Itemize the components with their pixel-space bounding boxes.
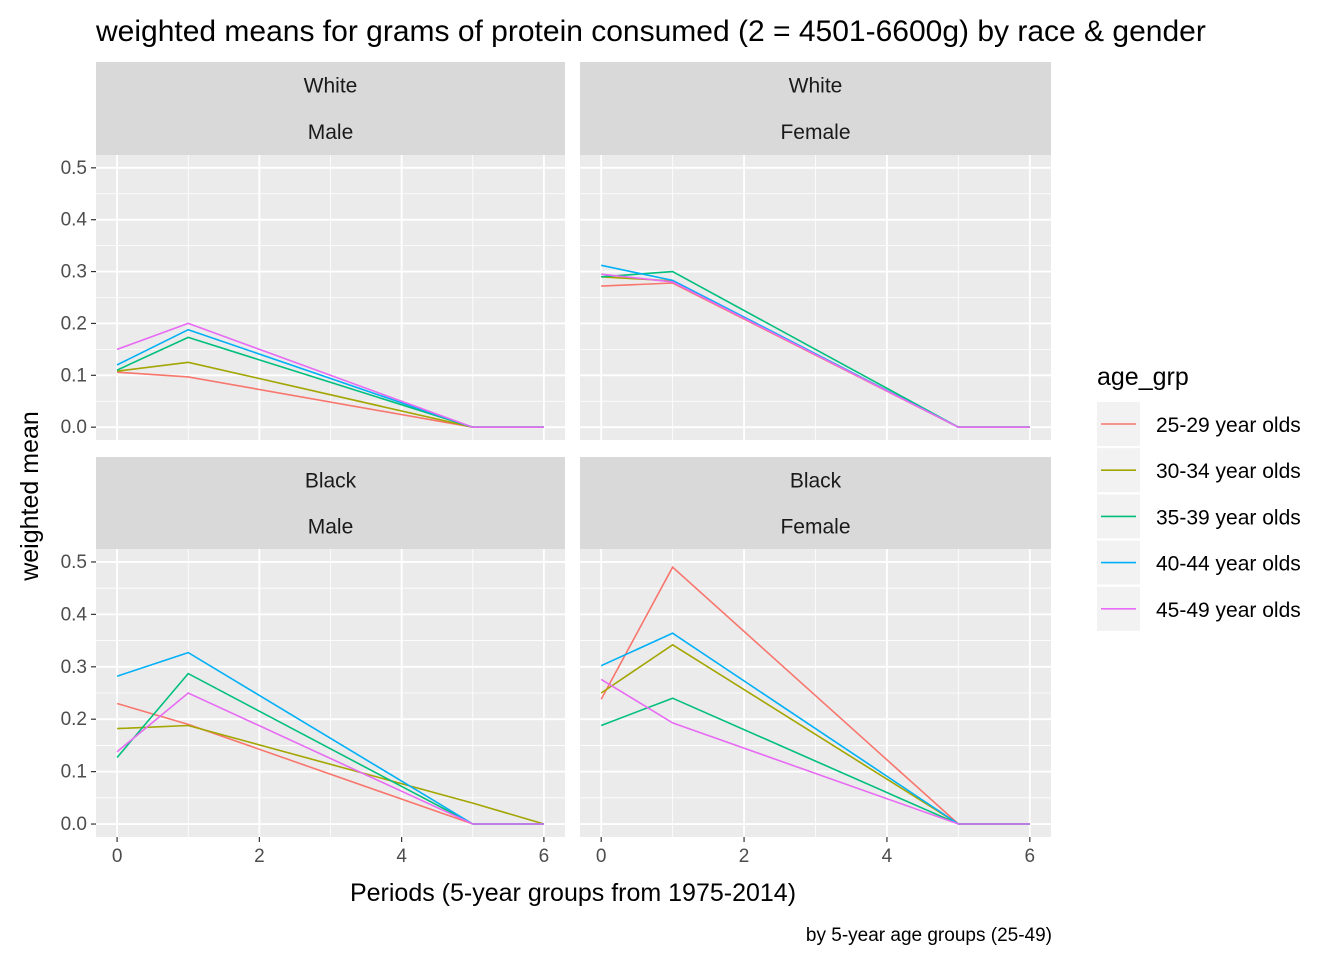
legend-label: 45-49 year olds [1156, 599, 1301, 622]
x-axis: 0 2 4 6 0 2 4 6 [112, 837, 1035, 867]
x-tick-label: 4 [396, 846, 407, 867]
y-axis-title: weighted mean [16, 411, 44, 582]
x-tick-label: 6 [1025, 846, 1036, 867]
legend-label: 30-34 year olds [1156, 460, 1301, 483]
facet-panel: White Male [96, 62, 565, 440]
legend: age_grp 25-29 year olds 30-34 year olds 35… [1097, 363, 1301, 631]
y-axis: 0.0 0.1 0.2 0.3 0.4 0.5 0.0 0.1 0.2 0.3 0.4 0.5 [61, 158, 96, 835]
y-tick-label: 0.4 [61, 604, 88, 625]
y-tick-label: 0.4 [61, 210, 88, 231]
y-tick-label: 0.2 [61, 709, 87, 730]
y-tick-label: 0.1 [61, 365, 87, 386]
facet-strip [580, 457, 1051, 549]
legend-label: 35-39 year olds [1156, 506, 1301, 529]
series-line [116, 692, 544, 825]
x-tick-label: 6 [539, 846, 550, 867]
facet-panel: White Female [580, 62, 1051, 440]
facet-strip [96, 457, 565, 549]
y-tick-label: 0.3 [61, 262, 87, 283]
facet-panels: White Male White Female Black Male Black Female [96, 62, 1051, 837]
legend-entry: 35-39 year olds [1097, 494, 1301, 539]
y-tick-label: 0.0 [61, 814, 87, 835]
series-line [117, 724, 545, 825]
facet-panel: Black Female [580, 457, 1051, 837]
facet-label-race: Black [305, 469, 357, 492]
facet-label-gender: Female [780, 515, 850, 538]
y-tick-label: 0.2 [61, 313, 87, 334]
facet-label-race: White [304, 75, 358, 98]
series-line [601, 273, 1030, 429]
facet-label-race: White [789, 75, 843, 98]
facet-label-race: Black [790, 469, 842, 492]
y-tick-label: 0.5 [61, 158, 87, 179]
y-tick-label: 0.0 [61, 417, 87, 438]
x-axis-title: Periods (5-year groups from 1975-2014) [350, 879, 796, 907]
y-tick-label: 0.1 [61, 762, 87, 783]
x-tick-label: 0 [596, 846, 607, 867]
legend-entry: 40-44 year olds [1097, 540, 1301, 585]
legend-entry: 30-34 year olds [1097, 448, 1301, 493]
y-tick-label: 0.5 [61, 552, 87, 573]
x-tick-label: 0 [112, 846, 123, 867]
caption: by 5-year age groups (25-49) [806, 925, 1052, 946]
x-tick-label: 2 [739, 846, 750, 867]
legend-label: 25-29 year olds [1156, 414, 1301, 437]
legend-entry: 25-29 year olds [1097, 402, 1301, 446]
legend-entry: 45-49 year olds [1097, 586, 1301, 631]
facet-strip [96, 62, 565, 155]
legend-label: 40-44 year olds [1156, 553, 1301, 576]
legend-title: age_grp [1097, 363, 1189, 391]
x-tick-label: 2 [254, 846, 265, 867]
facet-label-gender: Male [308, 515, 354, 538]
y-tick-label: 0.3 [61, 657, 87, 678]
chart-title: weighted means for grams of protein cons… [95, 15, 1206, 48]
series-line [600, 678, 1030, 825]
facet-strip [580, 62, 1051, 155]
facet-label-gender: Female [780, 121, 850, 144]
x-tick-label: 4 [882, 846, 893, 867]
facet-label-gender: Male [308, 121, 354, 144]
facet-panel: Black Male [96, 457, 565, 837]
series-line [116, 322, 544, 429]
